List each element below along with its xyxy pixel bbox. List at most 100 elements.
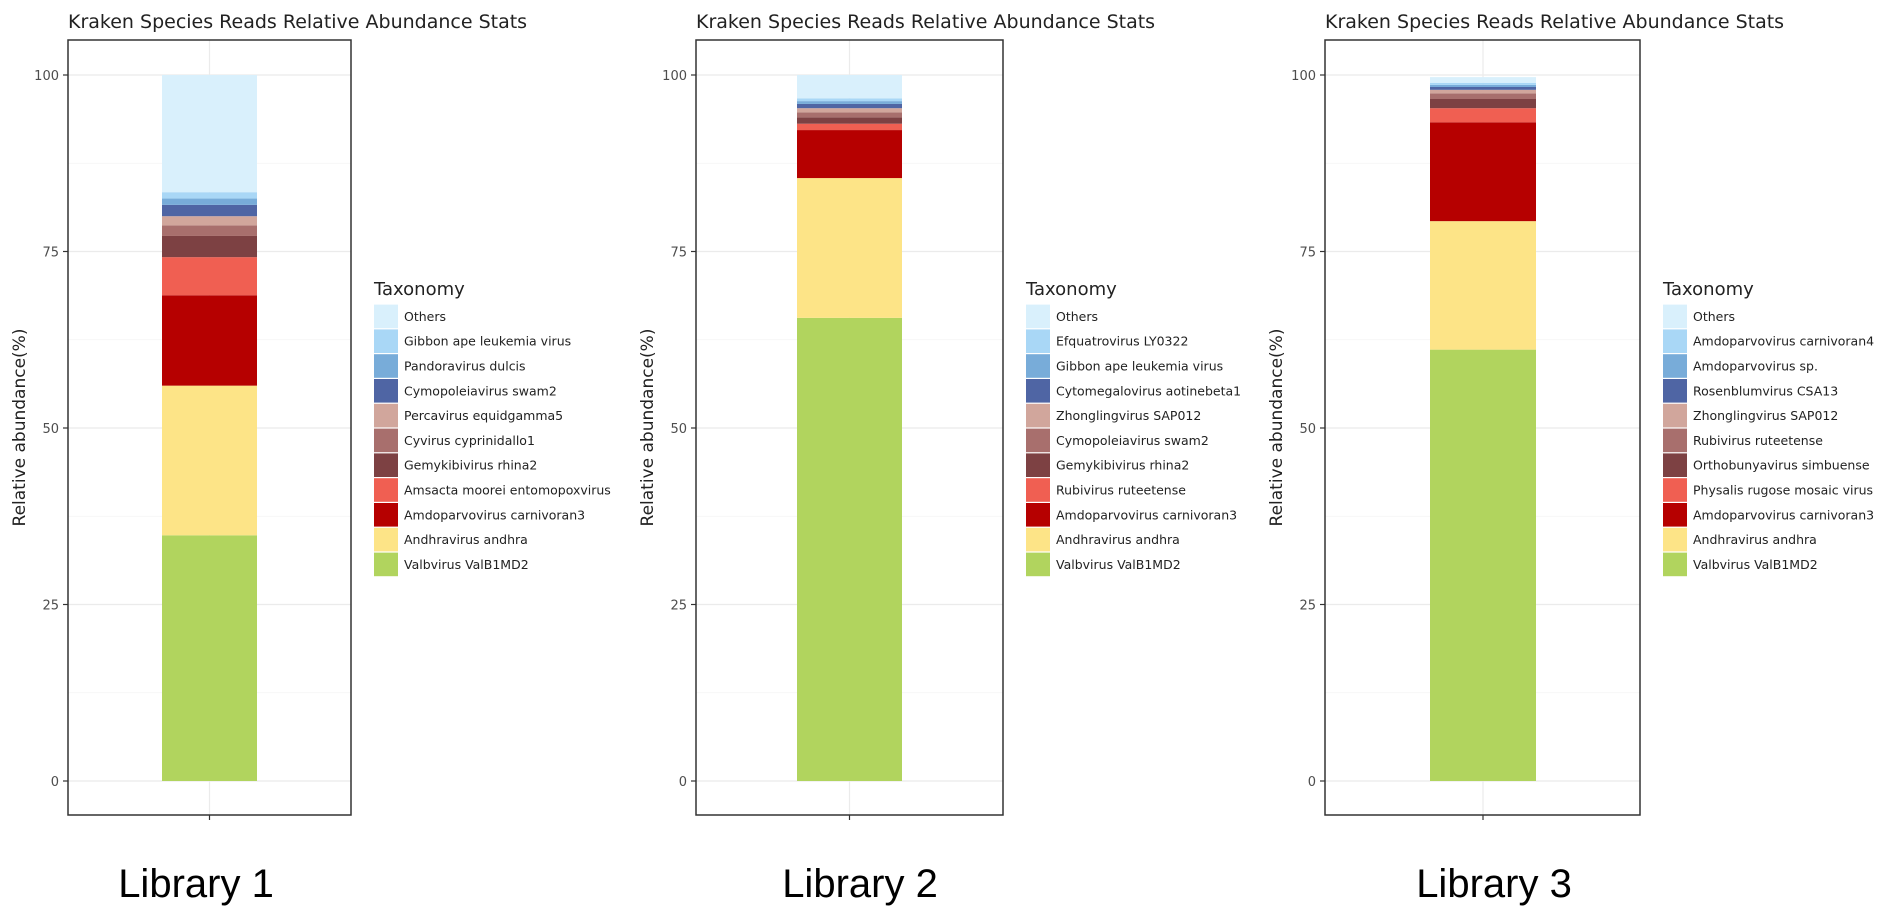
y-tick-label: 75 (42, 246, 59, 261)
y-tick-label: 75 (670, 246, 687, 261)
legend-label: Cymopoleiavirus swam2 (404, 383, 557, 398)
legend-key (1663, 304, 1687, 329)
legend-key (1663, 453, 1687, 477)
legend-label: Zhonglingvirus SAP012 (1056, 408, 1201, 423)
chart-title: Kraken Species Reads Relative Abundance … (68, 11, 527, 33)
legend-label: Rosenblumvirus CSA13 (1693, 383, 1838, 398)
legend-key (1663, 354, 1687, 378)
legend-key (374, 552, 398, 577)
bar-segment (162, 295, 257, 386)
legend-label: Rubivirus ruteetense (1056, 483, 1186, 498)
y-tick-label: 25 (42, 599, 59, 614)
legend-label: Others (1056, 309, 1098, 324)
legend-label: Orthobunyavirus simbuense (1693, 458, 1870, 473)
legend-key (1663, 403, 1687, 428)
legend-label: Efquatrovirus LY0322 (1056, 334, 1188, 349)
bar-segment (797, 123, 902, 131)
bar-segment (1430, 349, 1536, 781)
bar-segment (797, 101, 902, 104)
bar-segment (797, 178, 902, 318)
legend-label: Amdoparvovirus carnivoran3 (1056, 507, 1237, 522)
legend-label: Zhonglingvirus SAP012 (1693, 408, 1838, 423)
legend-label: Amdoparvovirus carnivoran4 (1693, 334, 1874, 349)
bar-segment (162, 198, 257, 205)
legend: Taxonomy Others Amdoparvovirus carnivoran4… (1662, 279, 1874, 577)
y-axis-label: Relative abundance(%) (10, 329, 30, 527)
y-axis-label: Relative abundance(%) (1267, 329, 1287, 527)
y-tick-label: 100 (34, 69, 59, 84)
bar-segment (1430, 93, 1536, 100)
bar-segment (162, 75, 257, 193)
legend-key (374, 478, 398, 502)
y-tick-label: 50 (1299, 422, 1316, 437)
bar-segment (162, 192, 257, 199)
legend-key (1026, 527, 1050, 552)
legend-key (1026, 478, 1050, 502)
legend-label: Amdoparvovirus carnivoran3 (404, 507, 585, 522)
bar-segment (1430, 122, 1536, 222)
chart-title: Kraken Species Reads Relative Abundance … (696, 11, 1155, 33)
bar-segment (797, 112, 902, 118)
legend-key (1026, 552, 1050, 577)
legend-label: Others (1693, 309, 1735, 324)
y-tick-label: 0 (1308, 775, 1316, 790)
y-tick-label: 50 (42, 422, 59, 437)
legend-label: Andhravirus andhra (1693, 532, 1817, 547)
legend-key (1663, 478, 1687, 502)
chart-1: Kraken Species Reads Relative Abundance … (10, 11, 611, 820)
legend-label: Physalis rugose mosaic virus (1693, 483, 1873, 498)
legend-key (1663, 552, 1687, 577)
bar-segment (1430, 77, 1536, 83)
y-axis-label: Relative abundance(%) (638, 329, 658, 527)
legend-title: Taxonomy (1025, 279, 1117, 300)
bar-segment (162, 235, 257, 258)
bar-segment (797, 108, 902, 113)
y-tick-label: 50 (670, 422, 687, 437)
legend-key (1026, 403, 1050, 428)
legend-label: Gibbon ape leukemia virus (1056, 359, 1223, 374)
bar-segment (797, 103, 902, 109)
library-label: Library 2 (782, 862, 938, 906)
legend-key (1026, 329, 1050, 353)
legend-key (374, 354, 398, 378)
legend-label: Cymopoleiavirus swam2 (1056, 433, 1209, 448)
legend-key (1663, 527, 1687, 552)
chart-2: Kraken Species Reads Relative Abundance … (638, 11, 1241, 820)
library-label: Library 1 (118, 862, 274, 906)
legend-label: Cytomegalovirus aotinebeta1 (1056, 383, 1241, 398)
legend-key (1026, 354, 1050, 378)
legend-label: Andhravirus andhra (1056, 532, 1180, 547)
legend-key (1663, 379, 1687, 403)
chart-title: Kraken Species Reads Relative Abundance … (1325, 11, 1784, 33)
legend-label: Andhravirus andhra (404, 532, 528, 547)
legend-label: Amdoparvovirus sp. (1693, 359, 1818, 374)
y-tick-label: 25 (1299, 599, 1316, 614)
legend-key (374, 428, 398, 453)
legend-label: Gibbon ape leukemia virus (404, 334, 571, 349)
legend-key (374, 379, 398, 403)
y-tick-label: 75 (1299, 246, 1316, 261)
legend-label: Pandoravirus dulcis (404, 359, 526, 374)
legend-key (1026, 453, 1050, 477)
y-tick-label: 100 (1291, 69, 1316, 84)
legend-label: Cyvirus cyprinidallo1 (404, 433, 535, 448)
legend-key (1026, 379, 1050, 403)
bar-segment (797, 98, 902, 102)
legend-key (374, 329, 398, 353)
legend-key (1663, 329, 1687, 353)
bar-segment (162, 225, 257, 236)
legend-label: Rubivirus ruteetense (1693, 433, 1823, 448)
bar-segment (1430, 84, 1536, 88)
legend-title: Taxonomy (1662, 279, 1754, 300)
legend-label: Valbvirus ValB1MD2 (1693, 557, 1818, 572)
y-tick-label: 100 (662, 69, 687, 84)
legend-label: Others (404, 309, 446, 324)
bar-segment (1430, 87, 1536, 90)
legend-key (374, 503, 398, 527)
bar-segment (1430, 108, 1536, 123)
bar-segment (162, 216, 257, 226)
bar-segment (162, 257, 257, 296)
legend-label: Amdoparvovirus carnivoran3 (1693, 507, 1874, 522)
chart-3: Kraken Species Reads Relative Abundance … (1267, 11, 1874, 820)
